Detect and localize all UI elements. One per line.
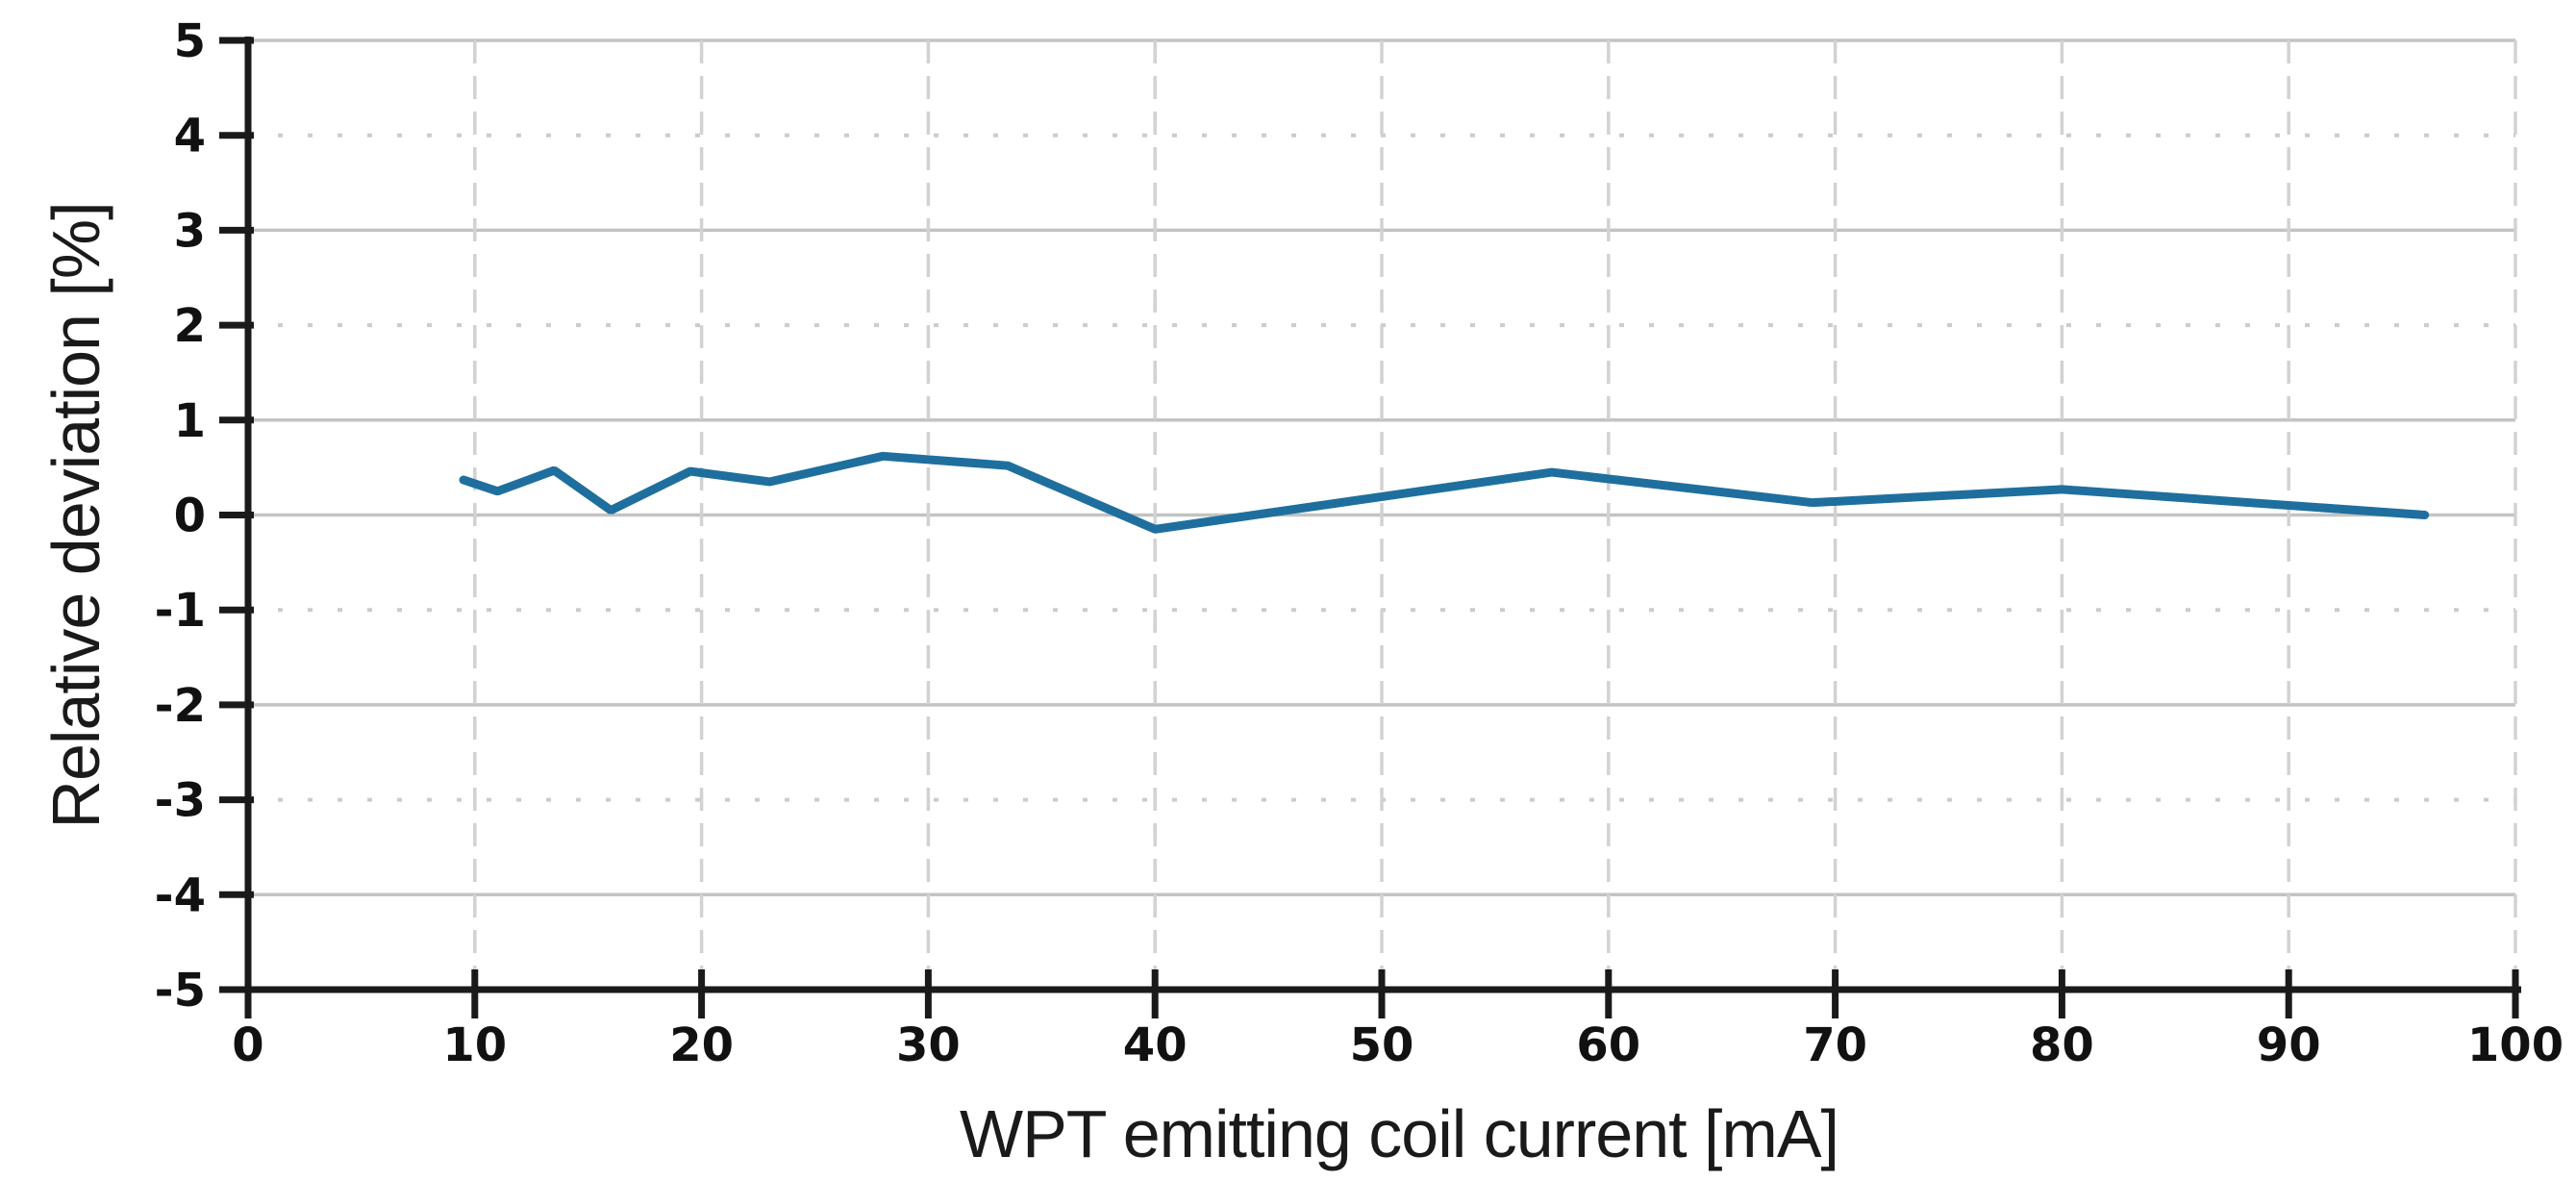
y-tick-label: 0 <box>174 490 206 543</box>
y-axis-title: Relative deviation [%] <box>38 202 113 828</box>
y-tick-label: 3 <box>174 204 206 258</box>
y-tick-label: -4 <box>155 868 206 922</box>
vertical-gridlines <box>473 40 2517 990</box>
y-tick-label: -5 <box>155 964 206 1018</box>
y-tick-label: 4 <box>174 110 206 163</box>
x-tick-label: 0 <box>232 1018 263 1072</box>
y-tick-label: 5 <box>174 14 206 68</box>
x-tick-label: 50 <box>1350 1018 1414 1072</box>
axis-ticks <box>219 37 2519 1018</box>
x-tick-label: 40 <box>1123 1018 1188 1072</box>
y-tick-label: -2 <box>155 679 206 733</box>
x-tick-label: 70 <box>1803 1018 1867 1072</box>
data-series <box>459 451 2430 534</box>
x-tick-label: 60 <box>1576 1018 1640 1072</box>
y-tick-label: 1 <box>174 394 206 448</box>
y-tick-label: -1 <box>155 584 206 638</box>
y-tick-label: 2 <box>174 299 206 353</box>
y-tick-label: -3 <box>155 774 206 828</box>
relative-deviation-line <box>459 451 2430 534</box>
x-tick-label: 10 <box>442 1018 507 1072</box>
x-tick-label: 20 <box>669 1018 734 1072</box>
x-tick-label: 30 <box>896 1018 961 1072</box>
x-tick-label: 80 <box>2030 1018 2094 1072</box>
x-axis-title: WPT emitting coil current [mA] <box>960 1096 1838 1171</box>
x-tick-label: 100 <box>2467 1018 2563 1072</box>
x-tick-label: 90 <box>2257 1018 2321 1072</box>
